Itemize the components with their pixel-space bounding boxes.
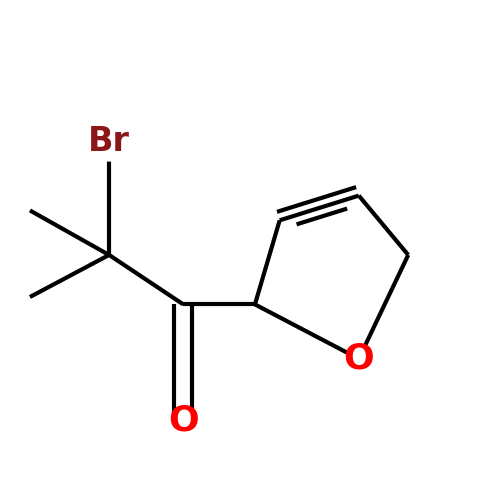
Text: O: O <box>344 342 374 376</box>
Text: Br: Br <box>88 124 130 158</box>
Text: O: O <box>168 404 198 438</box>
